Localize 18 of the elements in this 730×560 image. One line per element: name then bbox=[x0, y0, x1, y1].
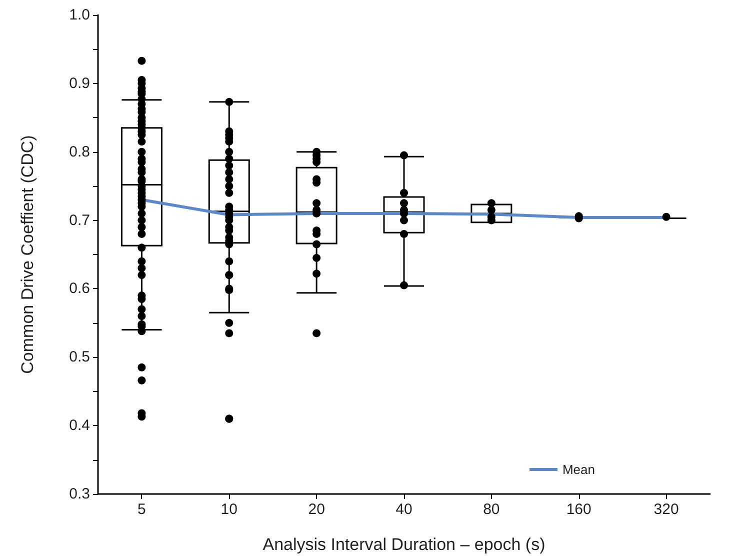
y-tick-label: 0.9 bbox=[69, 74, 90, 92]
x-tick-label: 5 bbox=[138, 501, 146, 518]
y-tick-label: 0.4 bbox=[69, 417, 90, 434]
y-tick-label: 1.0 bbox=[69, 6, 90, 24]
x-axis-title: Analysis Interval Duration – epoch (s) bbox=[262, 535, 546, 554]
y-tick-label: 0.7 bbox=[69, 212, 90, 229]
x-tick-label: 10 bbox=[220, 501, 238, 518]
y-tick-label: 0.3 bbox=[69, 486, 90, 502]
y-tick-label: 0.8 bbox=[69, 143, 90, 160]
x-tick-label: 160 bbox=[566, 501, 592, 518]
x-tick-label: 20 bbox=[308, 501, 325, 518]
y-axis-title: Common Drive Coeffient (CDC) bbox=[18, 135, 37, 374]
x-tick-label: 80 bbox=[483, 501, 500, 518]
y-tick-label: 0.5 bbox=[69, 348, 90, 366]
x-tick-label: 320 bbox=[654, 501, 679, 518]
y-tick-label: 0.6 bbox=[69, 280, 90, 298]
x-tick-label: 40 bbox=[396, 501, 412, 518]
legend-label: Mean bbox=[562, 462, 596, 477]
